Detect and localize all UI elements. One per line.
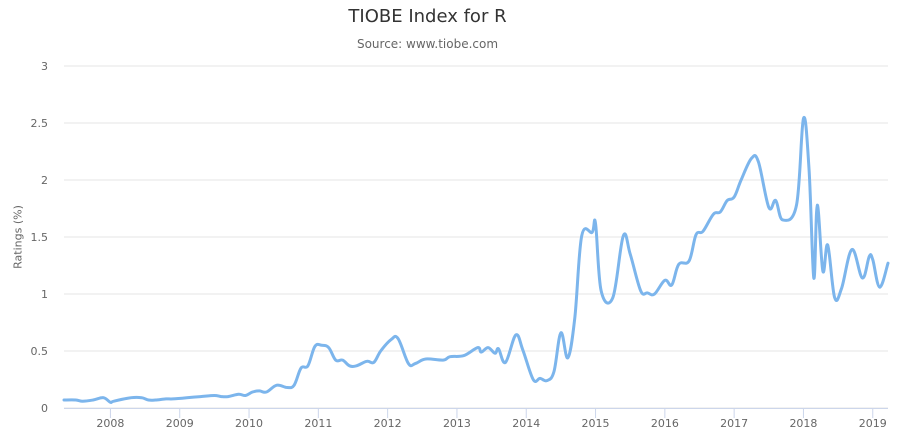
x-tick-label: 2016	[651, 417, 679, 430]
x-tick-label: 2015	[582, 417, 610, 430]
x-tick-label: 2011	[304, 417, 332, 430]
x-tick-label: 2010	[235, 417, 263, 430]
x-tick-label: 2019	[859, 417, 887, 430]
chart-title: TIOBE Index for R	[348, 6, 507, 27]
y-axis-ticks: 0 0.5 1 1.5 2 2.5 3	[31, 60, 49, 415]
x-tick-label: 2012	[374, 417, 402, 430]
x-axis: 2008 2009 2010 2011 2012 2013 2014 2015 2016 2017…	[64, 408, 888, 430]
y-tick-label: 0	[41, 402, 48, 415]
y-tick-label: 2	[41, 174, 48, 187]
x-tick-label: 2017	[720, 417, 748, 430]
series-line-0[interactable]	[62, 116, 890, 404]
x-tick-label: 2013	[443, 417, 471, 430]
y-tick-label: 3	[41, 60, 48, 73]
chart-subtitle: Source: www.tiobe.com	[356, 37, 499, 51]
y-tick-label: 0.5	[31, 345, 49, 358]
grid-lines	[64, 65, 888, 409]
y-tick-label: 1	[41, 288, 48, 301]
x-tick-label: 2018	[789, 417, 817, 430]
series-group	[62, 116, 890, 404]
y-tick-label: 1.5	[31, 231, 49, 244]
x-tick-label: 2014	[512, 417, 540, 430]
x-tick-label: 2009	[166, 417, 194, 430]
x-tick-label: 2008	[96, 417, 124, 430]
y-tick-label: 2.5	[31, 117, 49, 130]
